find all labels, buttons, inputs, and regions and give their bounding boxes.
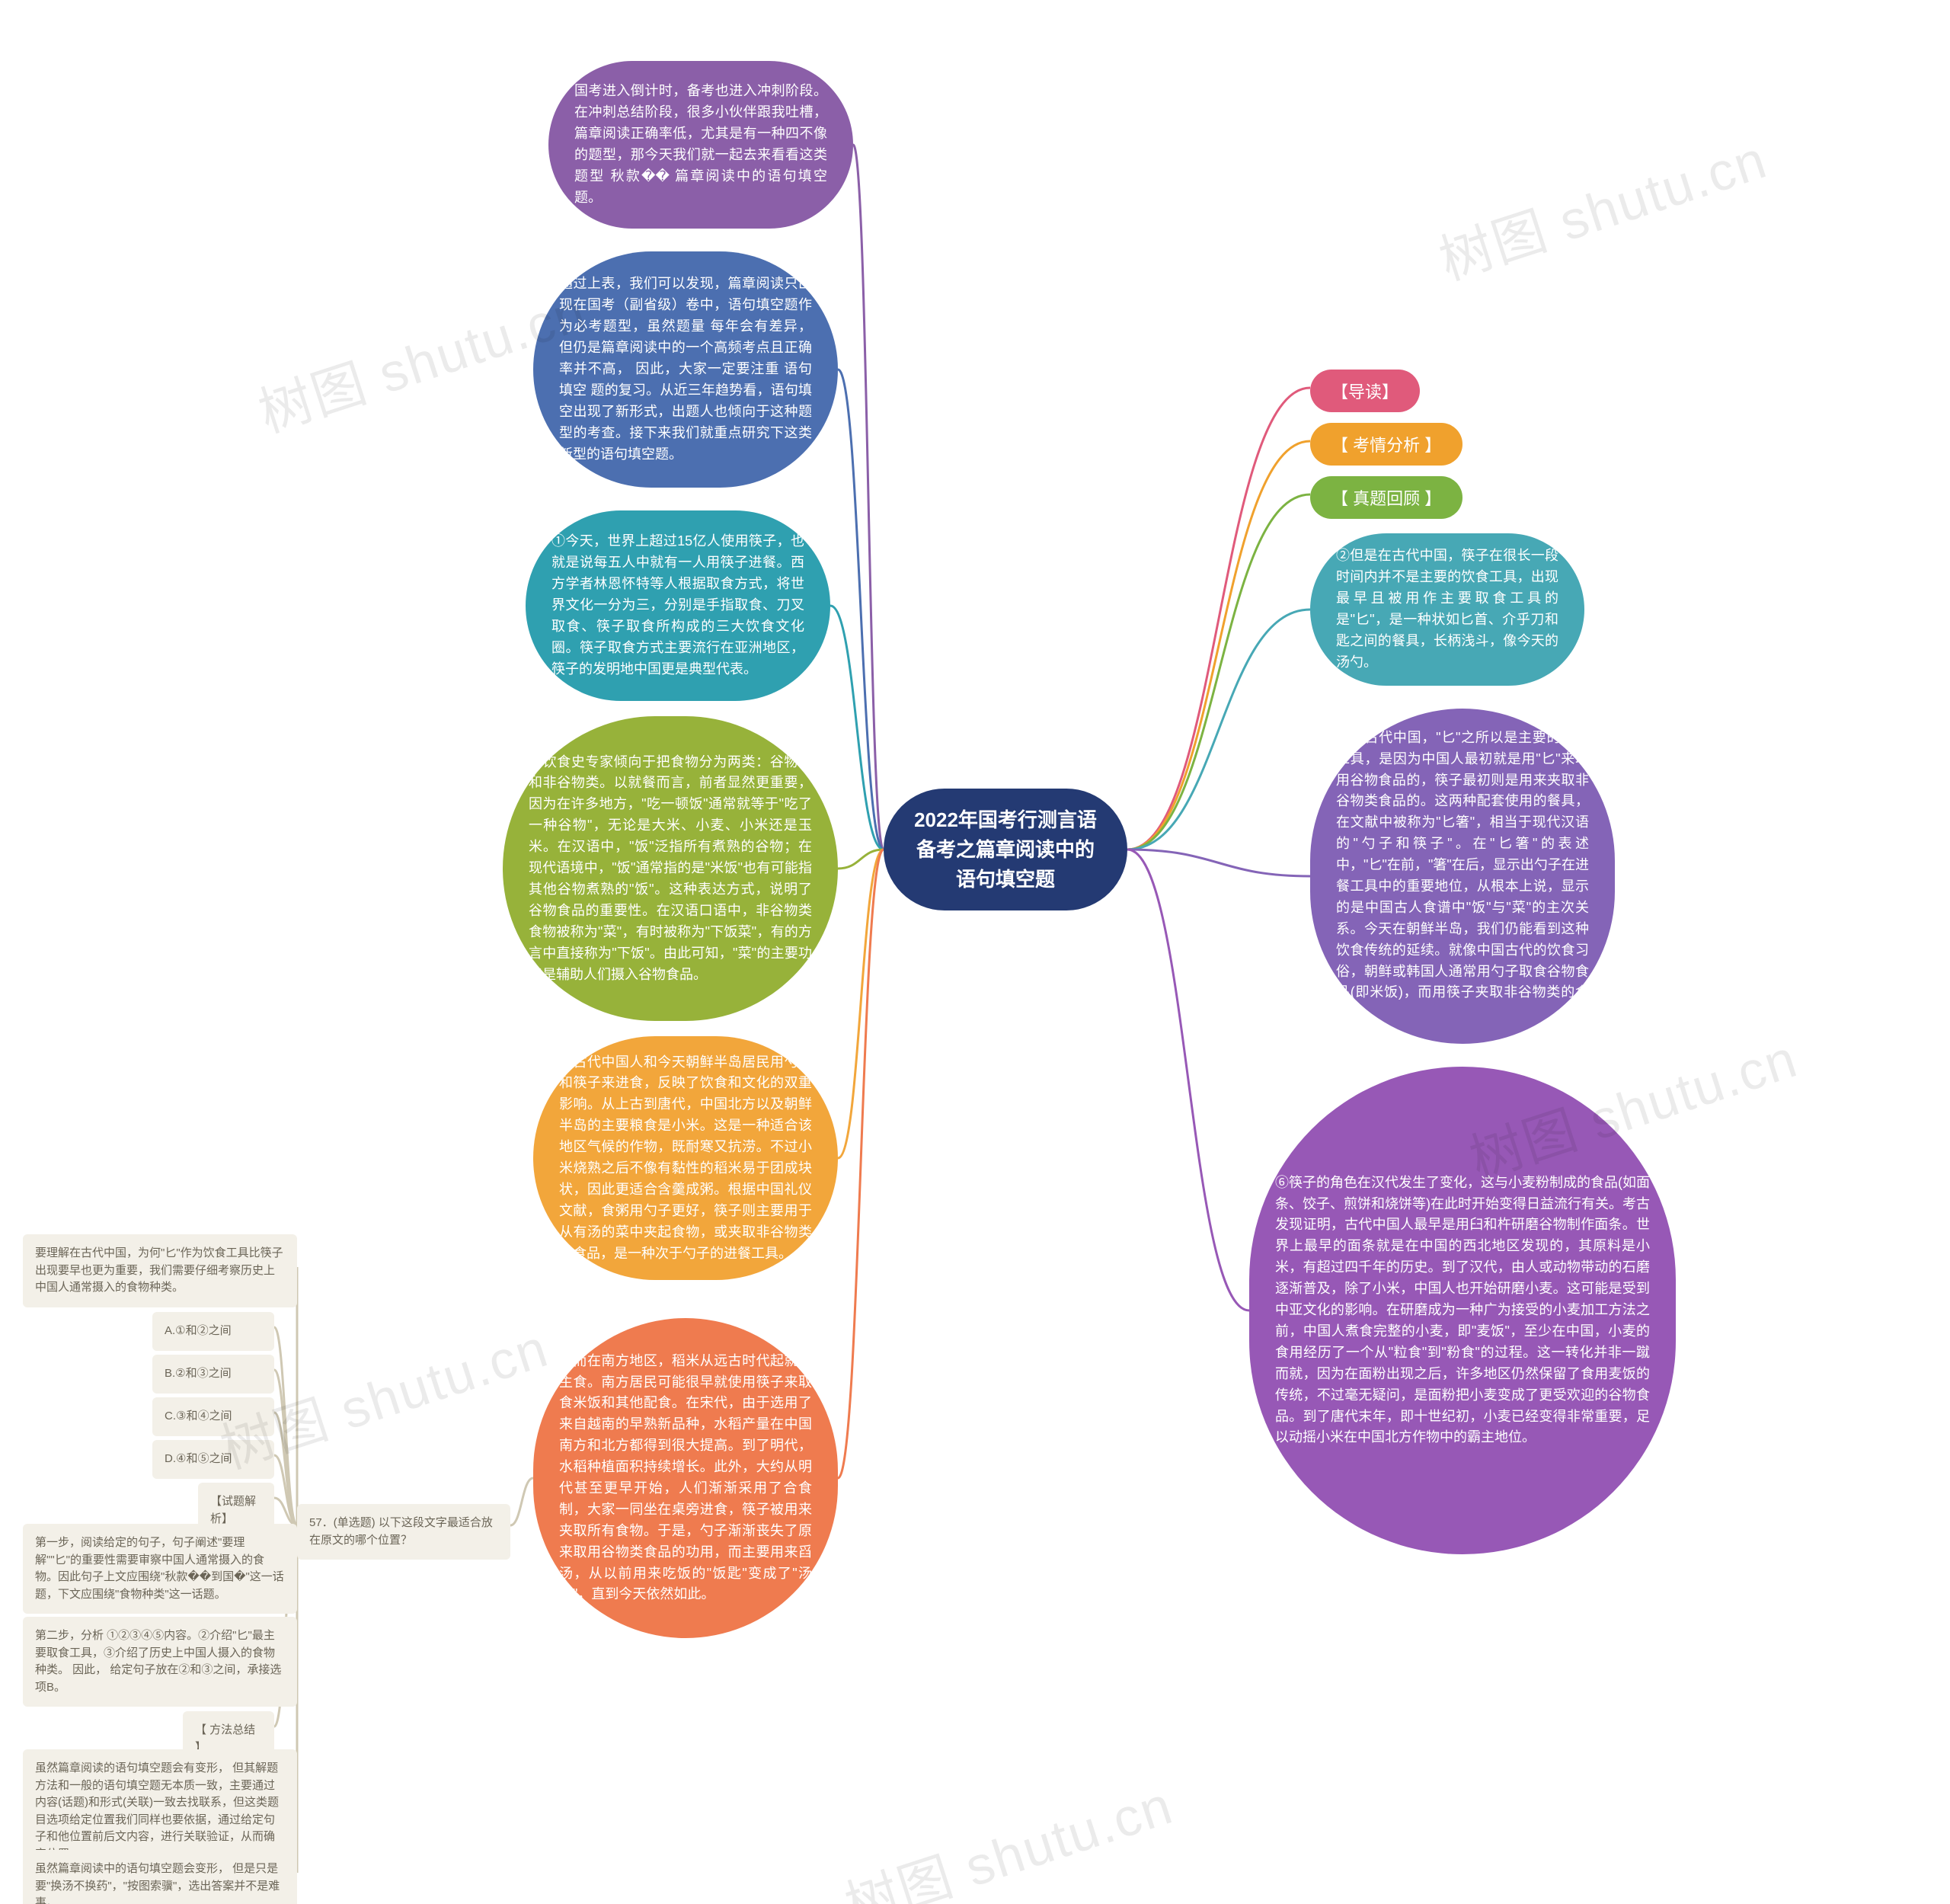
sidebox-SC-text: C.③和④之间 [165, 1410, 232, 1422]
sidebox-S2-text: 第二步，分析 ①②③④⑤内容。②介绍"匕"最主要取食工具，③介绍了历史上中国人摄… [35, 1629, 281, 1694]
sidebox-SA-text: A.①和②之间 [165, 1324, 232, 1337]
sidebox-SD: D.④和⑤之间 [152, 1440, 274, 1479]
sidebox-SA: A.①和②之间 [152, 1312, 274, 1351]
bubble-L3: ①今天，世界上超过15亿人使用筷子，也就是说每五人中就有一人用筷子进餐。西方学者… [526, 510, 830, 701]
pill-guide: 【导读】 [1310, 370, 1420, 412]
sidebox-S1: 第一步，阅读给定的句子，句子阐述"要理解""匕"的重要性需要审察中国人通常摄入的… [23, 1524, 297, 1614]
bubble-R3-text: ⑥筷子的角色在汉代发生了变化，这与小麦粉制成的食品(如面条、饺子、煎饼和烧饼等)… [1275, 1173, 1650, 1449]
bubble-L5-text: ⑤古代中国人和今天朝鲜半岛居民用勺子和筷子来进食，反映了饮食和文化的双重影响。从… [559, 1052, 812, 1265]
sidebox-S1-text: 第一步，阅读给定的句子，句子阐述"要理解""匕"的重要性需要审察中国人通常摄入的… [35, 1536, 284, 1601]
pill-exam-label: 【 考情分析 】 [1331, 436, 1441, 455]
sidebox-S0-text: 要理解在古代中国，为何"匕"作为饮食工具比筷子出现要早也更为重要，我们需要仔细考… [35, 1246, 283, 1294]
bubble-L2-text: 通过上表，我们可以发现，篇章阅读只出现在国考（副省级）卷中，语句填空题作为必考题… [559, 274, 812, 465]
sidebox-S4: 虽然篇章阅读中的语句填空题会变形， 但是只是要"换汤不换药"，"按图索骥"，选出… [23, 1850, 297, 1904]
sidebox-SB-text: B.②和③之间 [165, 1367, 232, 1380]
bubble-L2: 通过上表，我们可以发现，篇章阅读只出现在国考（副省级）卷中，语句填空题作为必考题… [533, 251, 838, 488]
bubble-R1-text: ②但是在古代中国，筷子在很长一段时间内并不是主要的饮食工具，出现最早且被用作主要… [1336, 546, 1558, 673]
bubble-L6-text: ⑦而在南方地区，稻米从远古时代起就是主食。南方居民可能很早就使用筷子来取食米饭和… [559, 1351, 812, 1606]
pill-guide-label: 【导读】 [1331, 382, 1399, 402]
bubble-R1: ②但是在古代中国，筷子在很长一段时间内并不是主要的饮食工具，出现最早且被用作主要… [1310, 533, 1584, 686]
bubble-R2-text: ④在古代中国，"匕"之所以是主要的饮食工具，是因为中国人最初就是用"匕"来取用谷… [1336, 728, 1589, 1025]
bubble-L1-text: 国考进入倒计时，备考也进入冲刺阶段。在冲刺总结阶段，很多小伙伴跟我吐槽，篇章阅读… [574, 81, 827, 208]
sidebox-SB: B.②和③之间 [152, 1355, 274, 1394]
sidebox-SD-text: D.④和⑤之间 [165, 1452, 232, 1465]
pill-review-label: 【 真题回顾 】 [1331, 489, 1441, 508]
sidebox-S0: 要理解在古代中国，为何"匕"作为饮食工具比筷子出现要早也更为重要，我们需要仔细考… [23, 1234, 297, 1307]
pill-exam: 【 考情分析 】 [1310, 423, 1462, 466]
bubble-R2: ④在古代中国，"匕"之所以是主要的饮食工具，是因为中国人最初就是用"匕"来取用谷… [1310, 709, 1615, 1044]
sidebox-SC: C.③和④之间 [152, 1397, 274, 1436]
center-topic: 2022年国考行测言语备考之篇章阅读中的语句填空题 [884, 789, 1127, 910]
bubble-L4: ③饮食史专家倾向于把食物分为两类：谷物类和非谷物类。以就餐而言，前者显然更重要，… [503, 716, 838, 1021]
sidebox-S4-text: 虽然篇章阅读中的语句填空题会变形， 但是只是要"换汤不换药"，"按图索骥"，选出… [35, 1862, 280, 1904]
bubble-L5: ⑤古代中国人和今天朝鲜半岛居民用勺子和筷子来进食，反映了饮食和文化的双重影响。从… [533, 1036, 838, 1280]
bubble-L6: ⑦而在南方地区，稻米从远古时代起就是主食。南方居民可能很早就使用筷子来取食米饭和… [533, 1318, 838, 1638]
bubble-L4-text: ③饮食史专家倾向于把食物分为两类：谷物类和非谷物类。以就餐而言，前者显然更重要，… [529, 752, 812, 986]
pill-review: 【 真题回顾 】 [1310, 476, 1462, 519]
bubble-R3: ⑥筷子的角色在汉代发生了变化，这与小麦粉制成的食品(如面条、饺子、煎饼和烧饼等)… [1249, 1067, 1676, 1554]
question-57: 57．(单选题) 以下这段文字最适合放在原文的哪个位置？ [297, 1504, 510, 1560]
bubble-L1: 国考进入倒计时，备考也进入冲刺阶段。在冲刺总结阶段，很多小伙伴跟我吐槽，篇章阅读… [548, 61, 853, 229]
bubble-L3-text: ①今天，世界上超过15亿人使用筷子，也就是说每五人中就有一人用筷子进餐。西方学者… [551, 531, 804, 680]
question-57-text: 57．(单选题) 以下这段文字最适合放在原文的哪个位置？ [309, 1516, 493, 1547]
sidebox-S3-text: 虽然篇章阅读的语句填空题会有变形， 但其解题方法和一般的语句填空题无本质一致，主… [35, 1762, 279, 1861]
sidebox-SE-text: 【试题解析】 [210, 1495, 256, 1525]
center-topic-text: 2022年国考行测言语备考之篇章阅读中的语句填空题 [909, 805, 1101, 894]
watermark-4: 树图 shutu.cn [834, 1763, 1181, 1904]
sidebox-S2: 第二步，分析 ①②③④⑤内容。②介绍"匕"最主要取食工具，③介绍了历史上中国人摄… [23, 1617, 297, 1707]
watermark-1: 树图 shutu.cn [1428, 117, 1775, 296]
